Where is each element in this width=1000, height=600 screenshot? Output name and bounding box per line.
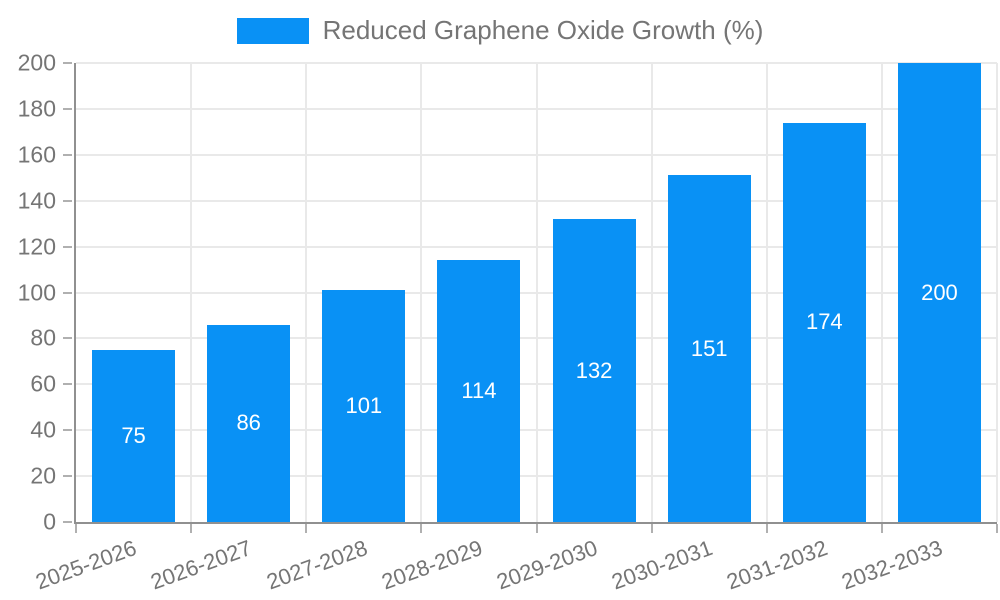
legend-swatch-icon [236, 17, 309, 44]
bar[interactable] [92, 349, 176, 522]
bar-value-label: 75 [121, 422, 146, 448]
x-axis-tick [880, 524, 883, 533]
x-axis-tick [996, 524, 998, 533]
bar-value-label: 86 [236, 410, 261, 436]
y-axis-tick [63, 199, 72, 202]
y-tick-label: 40 [30, 416, 56, 443]
y-axis-tick [63, 337, 72, 340]
y-tick-label: 200 [17, 49, 56, 76]
y-axis-tick [63, 521, 72, 523]
y-tick-label: 180 [17, 95, 56, 122]
bar-value-label: 132 [575, 357, 613, 383]
y-tick-label: 0 [43, 508, 56, 535]
y-axis-tick [63, 291, 72, 294]
v-gridline [190, 63, 193, 522]
legend-label: Reduced Graphene Oxide Growth (%) [322, 15, 764, 45]
x-tick-label: 2029-2030 [493, 535, 601, 595]
y-axis-tick [63, 153, 72, 156]
y-axis-tick [63, 475, 72, 478]
y-tick-label: 20 [30, 462, 56, 489]
y-tick-label: 80 [30, 324, 56, 351]
y-tick-label: 120 [17, 233, 56, 260]
y-tick-label: 160 [17, 141, 56, 168]
x-tick-label: 2027-2028 [262, 535, 371, 595]
v-gridline [765, 63, 768, 522]
y-tick-label: 140 [17, 187, 56, 214]
x-axis-tick [305, 524, 308, 533]
v-gridline [420, 63, 423, 522]
y-tick-label: 60 [30, 370, 56, 397]
y-axis-tick [63, 62, 72, 64]
v-gridline [650, 63, 653, 522]
y-axis-tick [63, 107, 72, 110]
bar[interactable] [552, 219, 636, 522]
bar-value-label: 114 [461, 378, 497, 404]
bar[interactable] [437, 260, 521, 522]
bar[interactable] [667, 175, 751, 522]
v-gridline [535, 63, 538, 522]
v-gridline [880, 63, 883, 522]
x-tick-label: 2030-2031 [608, 535, 716, 595]
x-axis-tick [190, 524, 193, 533]
bar[interactable] [207, 324, 291, 522]
v-gridline [996, 63, 998, 522]
x-axis-tick [75, 524, 77, 533]
x-axis-tick [420, 524, 423, 533]
bar-value-label: 101 [345, 393, 383, 419]
x-tick-label: 2028-2029 [378, 535, 486, 595]
bar[interactable] [322, 290, 406, 522]
y-axis-tick [63, 383, 72, 386]
bar-value-label: 174 [805, 309, 843, 335]
x-axis-tick [535, 524, 538, 533]
bar[interactable] [897, 63, 981, 522]
plot-area: 75 86 101 114 132 151 174 200 [63, 62, 998, 533]
bar-value-label: 200 [921, 279, 958, 305]
x-axis-tick [650, 524, 653, 533]
y-axis-tick [63, 245, 72, 248]
y-axis-labels: 0 20 40 60 80 100 120 140 160 180 200 [0, 0, 56, 600]
x-axis-tick [765, 524, 768, 533]
x-tick-label: 2031-2032 [723, 535, 831, 595]
y-axis-tick [63, 429, 72, 432]
y-tick-label: 100 [17, 279, 56, 305]
x-tick-label: 2026-2027 [147, 535, 256, 595]
chart-legend[interactable]: Reduced Graphene Oxide Growth (%) [0, 15, 1000, 46]
bar-value-label: 151 [690, 335, 728, 361]
v-gridline [305, 63, 308, 522]
bar[interactable] [782, 122, 866, 522]
x-tick-label: 2032-2033 [838, 535, 946, 595]
